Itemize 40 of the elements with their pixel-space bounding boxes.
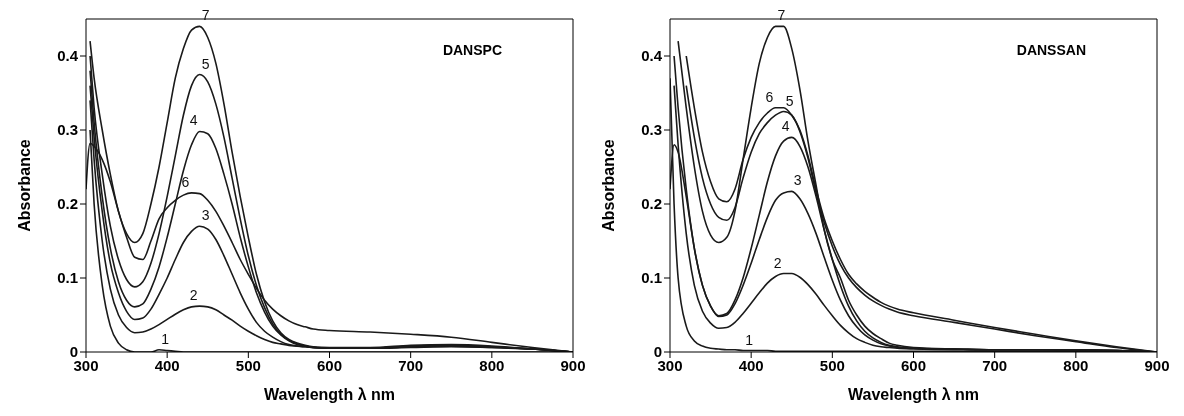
series-label: 1 [161, 330, 170, 347]
series-label: 6 [181, 173, 190, 190]
x-tick-label: 500 [235, 356, 261, 374]
x-tick-label: 400 [154, 356, 180, 374]
series-label: 2 [773, 254, 782, 271]
x-tick-label: 400 [738, 356, 764, 374]
series-label: 1 [745, 331, 754, 348]
y-tick-label: 0.2 [641, 195, 662, 213]
x-tick-label: 700 [398, 356, 424, 374]
series-label: 3 [793, 172, 802, 189]
series-label: 2 [189, 287, 198, 304]
series-label: 3 [201, 207, 210, 224]
x-axis-title: Wavelength λ nm [264, 386, 395, 403]
x-tick-label: 900 [560, 356, 586, 374]
x-tick-label: 600 [900, 356, 927, 374]
annotation: DANSSAN [1016, 42, 1086, 58]
x-tick-label: 500 [819, 356, 845, 374]
x-tick-label: 600 [316, 356, 343, 374]
series-label: 7 [201, 7, 210, 24]
y-axis-title: Absorbance [599, 139, 617, 232]
y-tick-label: 0.1 [641, 269, 662, 287]
annotation: DANSPC [442, 42, 502, 58]
x-tick-label: 900 [1144, 356, 1170, 374]
series-label: 6 [765, 88, 774, 105]
y-tick-label: 0.1 [57, 269, 78, 287]
series-label: 5 [201, 55, 210, 72]
series-label: 5 [785, 92, 794, 109]
y-tick-label: 0.4 [641, 47, 663, 65]
x-tick-label: 800 [479, 356, 505, 374]
y-tick-label: 0.3 [641, 121, 662, 139]
y-tick-label: 0.4 [57, 47, 79, 65]
series-label: 4 [189, 112, 198, 129]
series-label: 4 [781, 118, 790, 135]
x-tick-label: 800 [1063, 356, 1089, 374]
y-axis-title: Absorbance [15, 139, 33, 232]
x-tick-label: 700 [982, 356, 1008, 374]
x-axis-title: Wavelength λ nm [848, 386, 979, 403]
y-tick-label: 0.2 [57, 195, 78, 213]
y-tick-label: 0.3 [57, 121, 78, 139]
series-label: 7 [777, 7, 786, 24]
